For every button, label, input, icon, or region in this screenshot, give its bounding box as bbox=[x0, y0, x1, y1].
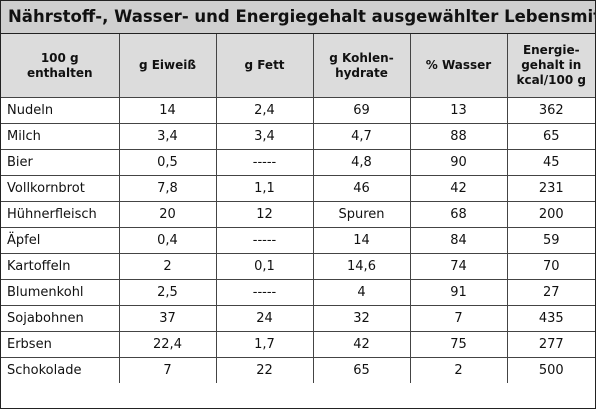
table-body: Nudeln 14 2,4 69 13 362 Milch 3,4 3,4 4,7 88 65 Bier… bbox=[1, 97, 595, 383]
carbs-cell: Spuren bbox=[312, 201, 411, 228]
fat-cell: 1,1 bbox=[215, 175, 314, 202]
header-energy-line: kcal/100 g bbox=[516, 73, 586, 87]
food-cell: Erbsen bbox=[1, 331, 120, 358]
carbs-cell: 42 bbox=[312, 331, 411, 358]
table-row: Äpfel 0,4 ----- 14 84 59 bbox=[1, 227, 595, 254]
header-water: % Wasser bbox=[409, 34, 508, 98]
fat-cell: ----- bbox=[215, 279, 314, 306]
food-cell: Milch bbox=[1, 123, 120, 150]
header-water-line: % Wasser bbox=[425, 58, 492, 72]
table-row: Schokolade 7 22 65 2 500 bbox=[1, 357, 595, 383]
header-carbs: g Kohlen- hydrate bbox=[312, 34, 411, 98]
water-cell: 2 bbox=[409, 357, 508, 383]
water-cell: 84 bbox=[409, 227, 508, 254]
carbs-cell: 65 bbox=[312, 357, 411, 383]
food-cell: Schokolade bbox=[1, 357, 120, 383]
header-fat: g Fett bbox=[215, 34, 314, 98]
energy-cell: 27 bbox=[506, 279, 595, 306]
food-cell: Hühnerfleisch bbox=[1, 201, 120, 228]
header-food: 100 g enthalten bbox=[1, 34, 120, 98]
food-cell: Blumenkohl bbox=[1, 279, 120, 306]
table-row: Vollkornbrot 7,8 1,1 46 42 231 bbox=[1, 175, 595, 202]
food-cell: Sojabohnen bbox=[1, 305, 120, 332]
table-row: Erbsen 22,4 1,7 42 75 277 bbox=[1, 331, 595, 358]
water-cell: 75 bbox=[409, 331, 508, 358]
header-carbs-line: hydrate bbox=[335, 65, 388, 80]
protein-cell: 22,4 bbox=[118, 331, 217, 358]
protein-cell: 37 bbox=[118, 305, 217, 332]
fat-cell: ----- bbox=[215, 227, 314, 254]
table-title: Nährstoff-, Wasser- und Energiegehalt au… bbox=[1, 1, 595, 34]
table-row: Bier 0,5 ----- 4,8 90 45 bbox=[1, 149, 595, 176]
energy-cell: 70 bbox=[506, 253, 595, 280]
carbs-cell: 4,8 bbox=[312, 149, 411, 176]
fat-cell: ----- bbox=[215, 149, 314, 176]
water-cell: 7 bbox=[409, 305, 508, 332]
header-energy-line: Energie- bbox=[522, 43, 580, 57]
carbs-cell: 4,7 bbox=[312, 123, 411, 150]
water-cell: 91 bbox=[409, 279, 508, 306]
energy-cell: 65 bbox=[506, 123, 595, 150]
protein-cell: 7 bbox=[118, 357, 217, 383]
food-cell: Nudeln bbox=[1, 97, 120, 124]
carbs-cell: 14 bbox=[312, 227, 411, 254]
protein-cell: 0,4 bbox=[118, 227, 217, 254]
food-cell: Kartoffeln bbox=[1, 253, 120, 280]
fat-cell: 24 bbox=[215, 305, 314, 332]
fat-cell: 3,4 bbox=[215, 123, 314, 150]
food-cell: Bier bbox=[1, 149, 120, 176]
protein-cell: 2,5 bbox=[118, 279, 217, 306]
carbs-cell: 46 bbox=[312, 175, 411, 202]
carbs-cell: 4 bbox=[312, 279, 411, 306]
water-cell: 88 bbox=[409, 123, 508, 150]
table-row: Sojabohnen 37 24 32 7 435 bbox=[1, 305, 595, 332]
fat-cell: 12 bbox=[215, 201, 314, 228]
energy-cell: 59 bbox=[506, 227, 595, 254]
header-fat-line: g Fett bbox=[244, 58, 285, 72]
header-energy: Energie- gehalt in kcal/100 g bbox=[506, 34, 595, 98]
header-carbs-line: g Kohlen- bbox=[329, 50, 394, 65]
fat-cell: 1,7 bbox=[215, 331, 314, 358]
energy-cell: 435 bbox=[506, 305, 595, 332]
energy-cell: 277 bbox=[506, 331, 595, 358]
energy-cell: 200 bbox=[506, 201, 595, 228]
protein-cell: 14 bbox=[118, 97, 217, 124]
header-protein: g Eiweiß bbox=[118, 34, 217, 98]
water-cell: 42 bbox=[409, 175, 508, 202]
energy-cell: 45 bbox=[506, 149, 595, 176]
food-cell: Vollkornbrot bbox=[1, 175, 120, 202]
table-row: Hühnerfleisch 20 12 Spuren 68 200 bbox=[1, 201, 595, 228]
water-cell: 90 bbox=[409, 149, 508, 176]
protein-cell: 20 bbox=[118, 201, 217, 228]
table-row: Kartoffeln 2 0,1 14,6 74 70 bbox=[1, 253, 595, 280]
table-row: Nudeln 14 2,4 69 13 362 bbox=[1, 97, 595, 124]
header-row: 100 g enthalten g Eiweiß g Fett g Kohlen… bbox=[1, 34, 595, 98]
fat-cell: 2,4 bbox=[215, 97, 314, 124]
table-row: Milch 3,4 3,4 4,7 88 65 bbox=[1, 123, 595, 150]
energy-cell: 231 bbox=[506, 175, 595, 202]
nutrition-table: 100 g enthalten g Eiweiß g Fett g Kohlen… bbox=[1, 34, 595, 383]
header-energy-line: gehalt in bbox=[521, 58, 582, 72]
protein-cell: 7,8 bbox=[118, 175, 217, 202]
fat-cell: 22 bbox=[215, 357, 314, 383]
header-food-line: 100 g bbox=[40, 50, 79, 65]
water-cell: 13 bbox=[409, 97, 508, 124]
header-protein-line: g Eiweiß bbox=[138, 58, 197, 72]
water-cell: 74 bbox=[409, 253, 508, 280]
energy-cell: 500 bbox=[506, 357, 595, 383]
water-cell: 68 bbox=[409, 201, 508, 228]
header-food-line: enthalten bbox=[26, 65, 93, 80]
protein-cell: 2 bbox=[118, 253, 217, 280]
table-row: Blumenkohl 2,5 ----- 4 91 27 bbox=[1, 279, 595, 306]
protein-cell: 3,4 bbox=[118, 123, 217, 150]
carbs-cell: 32 bbox=[312, 305, 411, 332]
carbs-cell: 69 bbox=[312, 97, 411, 124]
protein-cell: 0,5 bbox=[118, 149, 217, 176]
carbs-cell: 14,6 bbox=[312, 253, 411, 280]
food-cell: Äpfel bbox=[1, 227, 120, 254]
energy-cell: 362 bbox=[506, 97, 595, 124]
fat-cell: 0,1 bbox=[215, 253, 314, 280]
